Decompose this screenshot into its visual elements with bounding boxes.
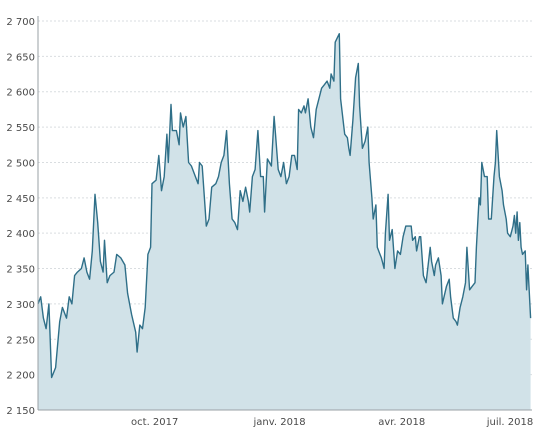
axis-layer: [37, 16, 532, 411]
x-tick-label: avr. 2018: [378, 417, 425, 428]
x-tick-labels: oct. 2017 janv. 2018 avr. 2018 juil. 2018: [131, 417, 533, 428]
series-line: [37, 33, 532, 379]
y-tick-label: 2 600: [6, 88, 35, 99]
y-tick-label: 2 150: [6, 406, 35, 417]
x-tick-label: janv. 2018: [252, 417, 305, 428]
y-tick-label: 2 500: [6, 158, 35, 169]
y-tick-label: 2 700: [6, 17, 35, 28]
y-tick-label: 2 400: [6, 229, 35, 240]
y-tick-label: 2 350: [6, 265, 35, 276]
y-tick-label: 2 200: [6, 371, 35, 382]
x-tick-label: juil. 2018: [486, 417, 533, 428]
y-tick-label: 2 550: [6, 123, 35, 134]
x-tick-label: oct. 2017: [131, 417, 178, 428]
y-tick-label: 2 250: [6, 335, 35, 346]
y-tick-label: 2 650: [6, 52, 35, 63]
y-tick-labels: 2 150 2 200 2 250 2 300 2 350 2 400 2 450 2 500…: [6, 17, 35, 417]
series-area-fill: [38, 33, 531, 410]
y-tick-label: 2 450: [6, 194, 35, 205]
area-layer: [37, 33, 532, 410]
y-tick-label: 2 300: [6, 300, 35, 311]
